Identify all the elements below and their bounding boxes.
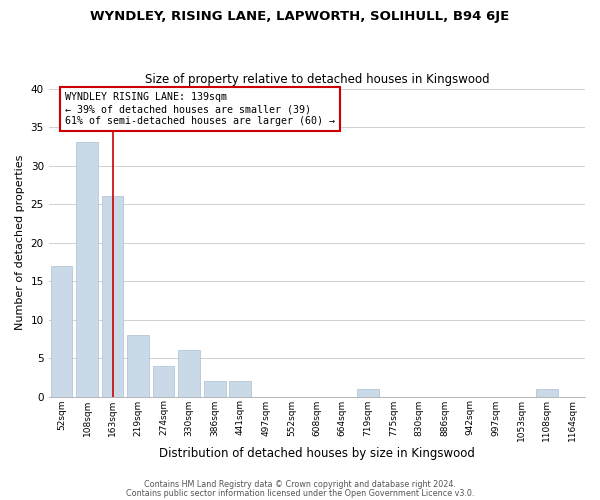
Bar xyxy=(229,381,251,396)
Y-axis label: Number of detached properties: Number of detached properties xyxy=(15,155,25,330)
Bar xyxy=(536,389,557,396)
Text: WYNDLEY, RISING LANE, LAPWORTH, SOLIHULL, B94 6JE: WYNDLEY, RISING LANE, LAPWORTH, SOLIHULL… xyxy=(91,10,509,23)
X-axis label: Distribution of detached houses by size in Kingswood: Distribution of detached houses by size … xyxy=(159,447,475,460)
Bar xyxy=(50,266,72,396)
Bar xyxy=(178,350,200,397)
Bar xyxy=(204,381,226,396)
Bar xyxy=(357,389,379,396)
Text: WYNDLEY RISING LANE: 139sqm
← 39% of detached houses are smaller (39)
61% of sem: WYNDLEY RISING LANE: 139sqm ← 39% of det… xyxy=(65,92,335,126)
Bar xyxy=(76,142,98,396)
Text: Contains HM Land Registry data © Crown copyright and database right 2024.: Contains HM Land Registry data © Crown c… xyxy=(144,480,456,489)
Bar xyxy=(101,196,124,396)
Bar xyxy=(127,335,149,396)
Bar xyxy=(153,366,175,396)
Title: Size of property relative to detached houses in Kingswood: Size of property relative to detached ho… xyxy=(145,73,489,86)
Text: Contains public sector information licensed under the Open Government Licence v3: Contains public sector information licen… xyxy=(126,488,474,498)
